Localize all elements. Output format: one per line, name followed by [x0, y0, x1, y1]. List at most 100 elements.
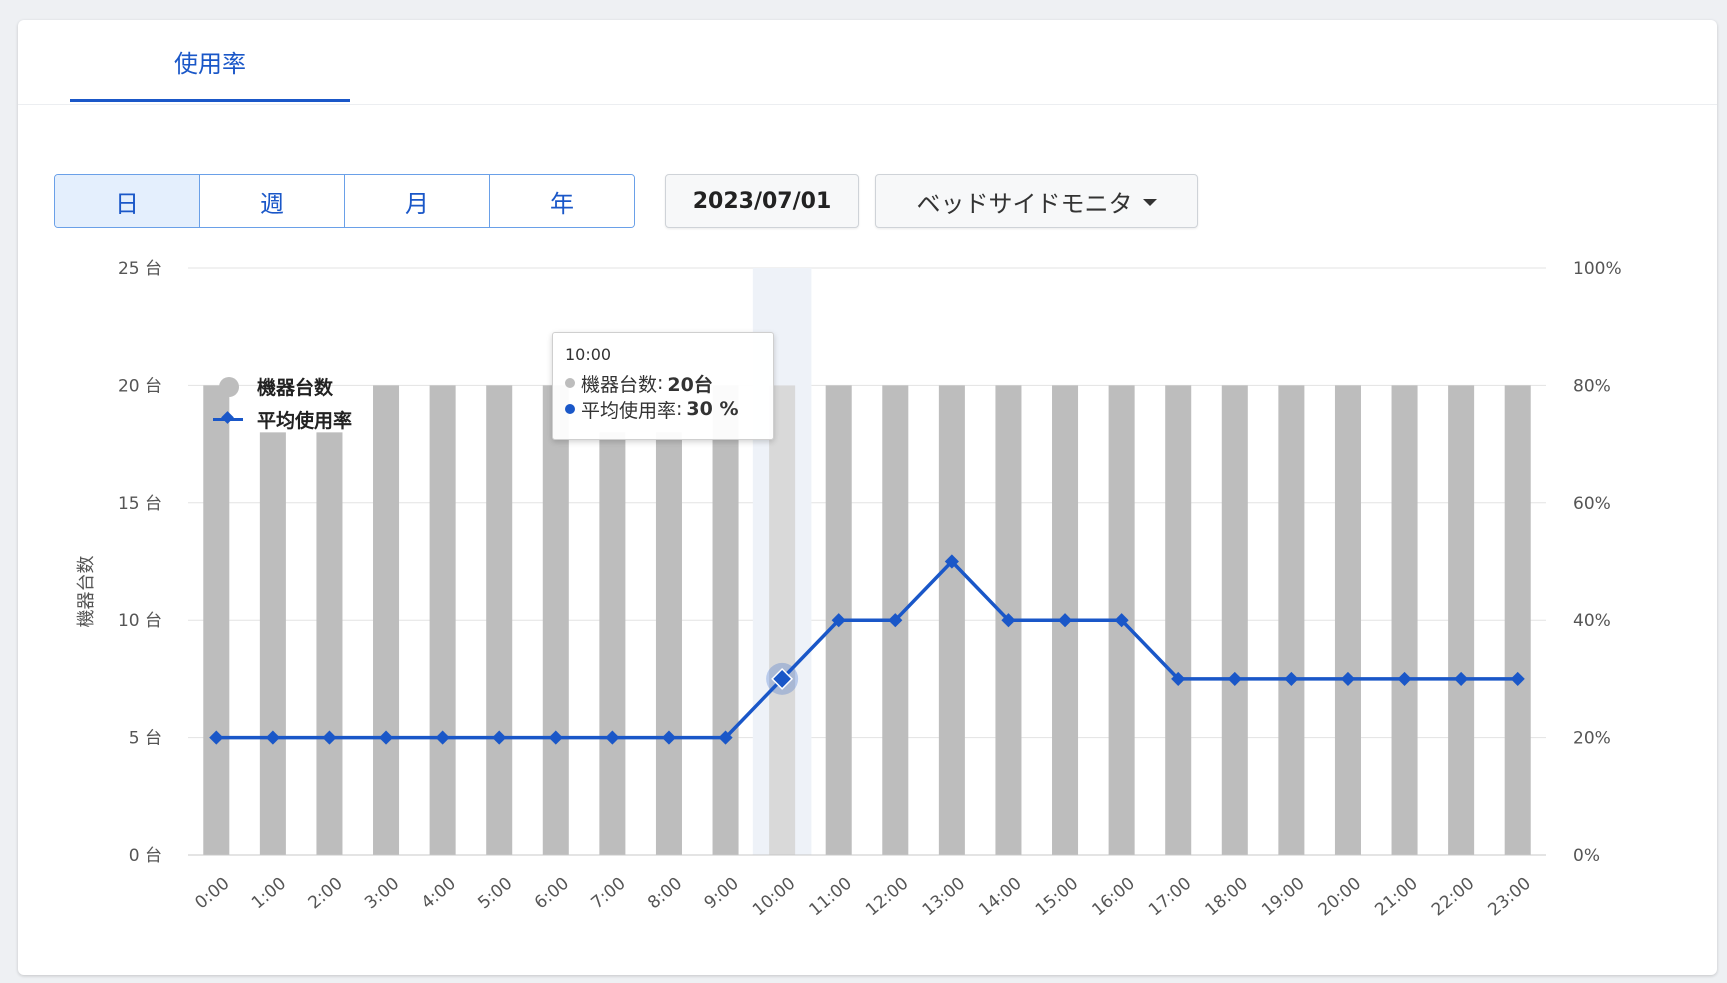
- tooltip-dot-icon: [565, 404, 575, 414]
- tab-utilization[interactable]: 使用率: [174, 49, 246, 78]
- tooltip-label: 機器台数: [581, 373, 658, 396]
- x-tick-label: 0:00: [191, 874, 233, 914]
- y-left-tick-label: 25 台: [118, 259, 162, 279]
- line-point: [1057, 613, 1073, 628]
- y-right-tick-label: 100%: [1573, 259, 1622, 279]
- legend-dot-icon: [219, 376, 239, 397]
- bar: [316, 432, 343, 855]
- line-point: [1114, 613, 1129, 628]
- chart-tooltip: 10:00 機器台数: 20台 平均使用率: 30 %: [552, 332, 774, 440]
- y-right-tick-label: 80%: [1573, 376, 1611, 396]
- y-left-tick-label: 5 台: [129, 729, 162, 749]
- bar: [1278, 385, 1305, 855]
- x-tick-label: 2:00: [305, 874, 347, 914]
- x-tick-label: 11:00: [806, 874, 856, 921]
- x-tick-label: 8:00: [644, 874, 686, 914]
- bar: [712, 385, 739, 855]
- line-point: [548, 730, 563, 745]
- line-point: [1340, 671, 1356, 686]
- line-point: [1284, 671, 1299, 686]
- line-point: [1510, 671, 1525, 686]
- line-point: [209, 730, 224, 745]
- x-tick-label: 15:00: [1032, 874, 1082, 921]
- x-tick-label: 22:00: [1428, 874, 1478, 921]
- bar: [259, 432, 286, 855]
- active-tab-indicator: [70, 99, 350, 102]
- legend-label-avg-utilization: 平均使用率: [257, 410, 353, 432]
- legend-item-device-count[interactable]: 機器台数: [213, 370, 352, 403]
- period-year-button[interactable]: 年: [490, 175, 634, 227]
- chart-legend: 機器台数 平均使用率: [213, 370, 352, 436]
- y-left-tick-label: 0 台: [129, 846, 162, 866]
- bar: [655, 432, 682, 855]
- period-month-button[interactable]: 月: [345, 175, 490, 227]
- legend-item-avg-utilization[interactable]: 平均使用率: [213, 403, 352, 436]
- y-axis-title: 機器台数: [76, 556, 97, 628]
- x-tick-label: 13:00: [919, 874, 969, 921]
- bar: [599, 432, 626, 855]
- date-picker-button[interactable]: 2023/07/01: [665, 174, 859, 228]
- y-left-tick-label: 15 台: [118, 494, 162, 514]
- line-point: [605, 730, 620, 745]
- x-tick-label: 9:00: [701, 874, 743, 914]
- bar: [938, 385, 965, 855]
- line-point: [1397, 671, 1412, 686]
- x-tick-label: 1:00: [248, 874, 290, 914]
- x-tick-label: 10:00: [749, 874, 799, 921]
- tooltip-dot-icon: [565, 378, 575, 388]
- period-week-button[interactable]: 週: [200, 175, 345, 227]
- bar: [1448, 385, 1475, 855]
- y-right-tick-label: 40%: [1573, 611, 1611, 631]
- x-tick-label: 21:00: [1371, 874, 1421, 921]
- period-day-button[interactable]: 日: [55, 175, 200, 227]
- bar: [1165, 385, 1192, 855]
- tab-bar: 使用率: [18, 20, 1717, 105]
- x-tick-label: 3:00: [361, 874, 403, 914]
- legend-label-device-count: 機器台数: [257, 377, 334, 399]
- x-tick-label: 17:00: [1145, 874, 1195, 921]
- line-point: [771, 667, 794, 690]
- line-point: [378, 730, 394, 745]
- line-point: [1454, 671, 1469, 686]
- bar: [1391, 385, 1418, 855]
- x-tick-label: 6:00: [531, 874, 573, 914]
- legend-line-icon: [213, 418, 243, 421]
- y-right-tick-label: 60%: [1573, 494, 1611, 514]
- line-point: [831, 613, 846, 628]
- line-point: [435, 730, 450, 745]
- bar: [1221, 385, 1248, 855]
- x-tick-label: 18:00: [1202, 874, 1252, 921]
- tooltip-time: 10:00: [565, 345, 612, 364]
- tooltip-value: 20台: [667, 373, 713, 396]
- avg-utilization-line: [216, 559, 1518, 740]
- bar: [486, 385, 513, 855]
- y-left-tick-label: 20 台: [118, 376, 162, 396]
- x-tick-label: 7:00: [587, 874, 629, 914]
- x-tick-label: 5:00: [474, 874, 516, 914]
- caret-down-icon: [1142, 199, 1157, 206]
- line-point: [1001, 613, 1016, 628]
- y-right-tick-label: 0%: [1573, 846, 1600, 866]
- line-point: [1171, 671, 1186, 686]
- line-point: [661, 730, 677, 745]
- x-tick-label: 14:00: [975, 874, 1025, 921]
- y-right-tick-label: 20%: [1573, 729, 1611, 749]
- line-point: [492, 730, 507, 745]
- device-type-select[interactable]: ベッドサイドモニタ: [875, 174, 1198, 228]
- bar: [373, 385, 400, 855]
- x-tick-label: 23:00: [1485, 874, 1535, 921]
- bar: [1334, 385, 1361, 855]
- period-selector: 日 週 月 年: [54, 174, 635, 228]
- line-point: [888, 613, 903, 628]
- x-tick-label: 19:00: [1258, 874, 1308, 921]
- line-point: [1227, 671, 1242, 686]
- x-tick-label: 16:00: [1088, 874, 1138, 921]
- line-point: [944, 554, 959, 569]
- tooltip-row-avg-utilization: 平均使用率: 30 %: [565, 396, 761, 422]
- x-tick-label: 4:00: [418, 874, 460, 914]
- bar: [1504, 385, 1531, 855]
- line-point: [322, 730, 337, 745]
- bar: [542, 385, 569, 855]
- line-point: [265, 730, 280, 745]
